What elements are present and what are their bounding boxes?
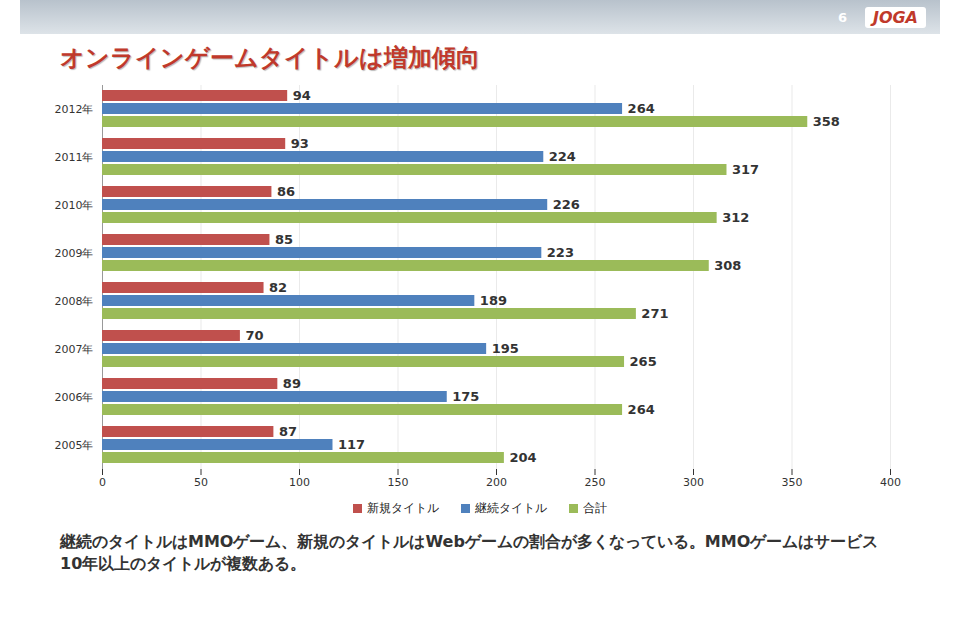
svg-text:264: 264 [628,101,655,116]
svg-text:117: 117 [338,437,365,452]
svg-text:223: 223 [547,245,574,260]
svg-text:317: 317 [732,162,759,177]
svg-text:2005年: 2005年 [55,439,94,452]
svg-text:312: 312 [722,210,749,225]
svg-text:2010年: 2010年 [55,199,94,212]
html-text:継続のタイトルはMMOゲーム、新規のタイトルはWebゲームの: 継続のタイトルはMMOゲーム、新規のタイトルはWebゲームの割合が多くなっている… [60,532,879,573]
svg-text:2008年: 2008年 [55,295,94,308]
svg-text:150: 150 [388,476,409,489]
svg-text:200: 200 [486,476,507,489]
html-text:JOGA: JOGA [872,7,918,27]
svg-text:87: 87 [279,424,297,439]
svg-text:2011年: 2011年 [55,151,94,164]
svg-text:2012年: 2012年 [55,103,94,116]
html-text:新規タイトル: 新規タイトル [367,501,439,515]
svg-text:100: 100 [289,476,310,489]
svg-text:0: 0 [99,476,106,489]
html-text:継続タイトル: 継続タイトル [475,501,547,515]
svg-text:94: 94 [293,88,311,103]
svg-text:271: 271 [641,306,668,321]
svg-text:175: 175 [452,389,479,404]
svg-text:70: 70 [245,328,263,343]
svg-text:308: 308 [714,258,741,273]
svg-text:189: 189 [480,293,507,308]
svg-text:86: 86 [277,184,295,199]
svg-text:265: 265 [630,354,657,369]
svg-text:2007年: 2007年 [55,343,94,356]
svg-text:204: 204 [509,450,536,465]
html-text:6: 6 [837,9,847,25]
svg-text:85: 85 [275,232,293,247]
svg-text:400: 400 [880,476,901,489]
html-text:合計: 合計 [583,501,607,515]
svg-text:350: 350 [782,476,803,489]
svg-text:195: 195 [492,341,519,356]
html-text:オンラインゲームタイトルは増加傾向: オンラインゲームタイトルは増加傾向 [60,44,480,72]
svg-text:89: 89 [283,376,301,391]
svg-text:82: 82 [269,280,287,295]
svg-text:224: 224 [549,149,576,164]
svg-text:2006年: 2006年 [55,391,94,404]
svg-text:250: 250 [585,476,606,489]
svg-text:226: 226 [553,197,580,212]
svg-text:300: 300 [683,476,704,489]
svg-text:50: 50 [194,476,208,489]
svg-text:264: 264 [628,402,655,417]
svg-text:358: 358 [813,114,840,129]
svg-text:93: 93 [291,136,309,151]
svg-text:2009年: 2009年 [55,247,94,260]
